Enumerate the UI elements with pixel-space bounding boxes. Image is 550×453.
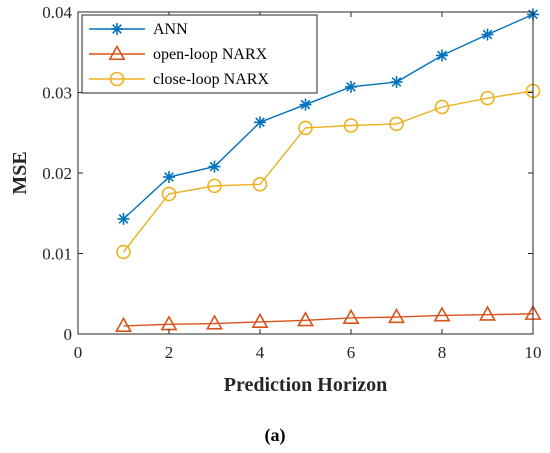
series-0: [117, 8, 539, 225]
x-axis-label: Prediction Horizon: [224, 374, 388, 396]
data-point: [251, 312, 269, 328]
data-point: [389, 116, 404, 132]
series-1: [115, 304, 542, 333]
data-point: [116, 244, 131, 260]
data-point: [252, 176, 268, 192]
x-tick-label: 4: [256, 343, 265, 362]
data-point: [390, 76, 403, 89]
legend: ANN open-loop NARX close-loop NARX: [81, 14, 318, 94]
data-point: [342, 308, 360, 324]
data-point: [208, 160, 221, 173]
data-point: [298, 120, 313, 136]
data-point: [297, 311, 314, 327]
series-layer: [115, 8, 542, 333]
series-2: [116, 83, 541, 260]
figure-caption: (a): [265, 425, 286, 446]
y-tick-label: 0.02: [42, 164, 72, 183]
y-tick-label: 0.01: [42, 245, 72, 264]
data-point: [299, 98, 312, 111]
data-point: [481, 28, 494, 41]
y-tick-label: 0.03: [42, 84, 72, 103]
series-line: [122, 90, 534, 253]
data-point: [434, 99, 450, 115]
legend-marker: [111, 23, 123, 35]
legend-entry: open-loop NARX: [89, 44, 268, 63]
data-point: [388, 307, 405, 324]
data-point: [436, 49, 448, 62]
y-axis-label: MSE: [9, 151, 31, 194]
data-point: [117, 212, 130, 225]
legend-label: ANN: [153, 21, 188, 38]
data-point: [343, 118, 359, 133]
x-tick-label: 6: [347, 343, 356, 362]
x-tick-label: 0: [74, 343, 83, 362]
x-tick-label: 10: [525, 343, 542, 362]
data-point: [433, 306, 451, 322]
legend-label: close-loop NARX: [153, 71, 269, 88]
data-point: [206, 314, 223, 330]
series-line: [123, 313, 534, 327]
data-point: [345, 80, 357, 93]
tick-layer: 0 2 4 6 8 10 0 0.01 0.02 0.03 0.04: [42, 3, 541, 362]
data-point: [163, 171, 175, 184]
legend-entry: close-loop NARX: [89, 71, 269, 88]
data-point: [115, 316, 132, 333]
data-point: [479, 305, 496, 321]
data-point: [480, 90, 495, 106]
data-point: [254, 116, 266, 129]
data-point: [161, 186, 177, 202]
legend-label: open-loop NARX: [153, 46, 268, 63]
legend-entry: ANN: [89, 21, 188, 38]
legend-marker: [108, 44, 126, 61]
x-tick-label: 2: [165, 343, 174, 362]
x-tick-label: 8: [438, 343, 447, 362]
data-point: [207, 178, 222, 194]
series-line: [123, 13, 534, 220]
legend-marker: [109, 71, 125, 87]
y-tick-label: 0.04: [42, 3, 72, 22]
y-tick-label: 0: [64, 325, 73, 344]
